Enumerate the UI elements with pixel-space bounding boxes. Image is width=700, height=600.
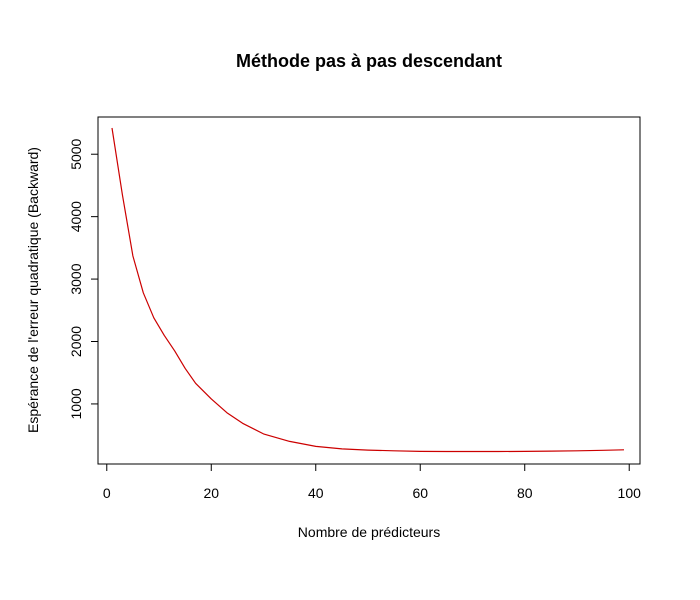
y-axis: 1000 2000 3000 4000 5000 [68,138,99,420]
series-layer [111,127,625,453]
plot-frame [97,116,641,465]
y-tick-label: 2000 [68,326,84,357]
series-line [111,127,625,453]
chart-title: Méthode pas à pas descendant [236,51,502,71]
x-tick-label: 40 [308,485,324,501]
y-tick-label: 3000 [68,263,84,294]
y-tick-label: 5000 [68,138,84,169]
x-axis: 0 20 40 60 80 100 [103,463,642,501]
y-axis-label: Espérance de l'erreur quadratique (Backw… [25,147,41,433]
x-tick-label: 0 [103,485,111,501]
x-tick-label: 20 [203,485,219,501]
x-tick-label: 100 [618,485,642,501]
y-tick-label: 4000 [68,201,84,232]
x-tick-label: 80 [517,485,533,501]
y-tick-label: 1000 [68,388,84,419]
x-axis-label: Nombre de prédicteurs [298,524,440,540]
x-tick-label: 60 [412,485,428,501]
